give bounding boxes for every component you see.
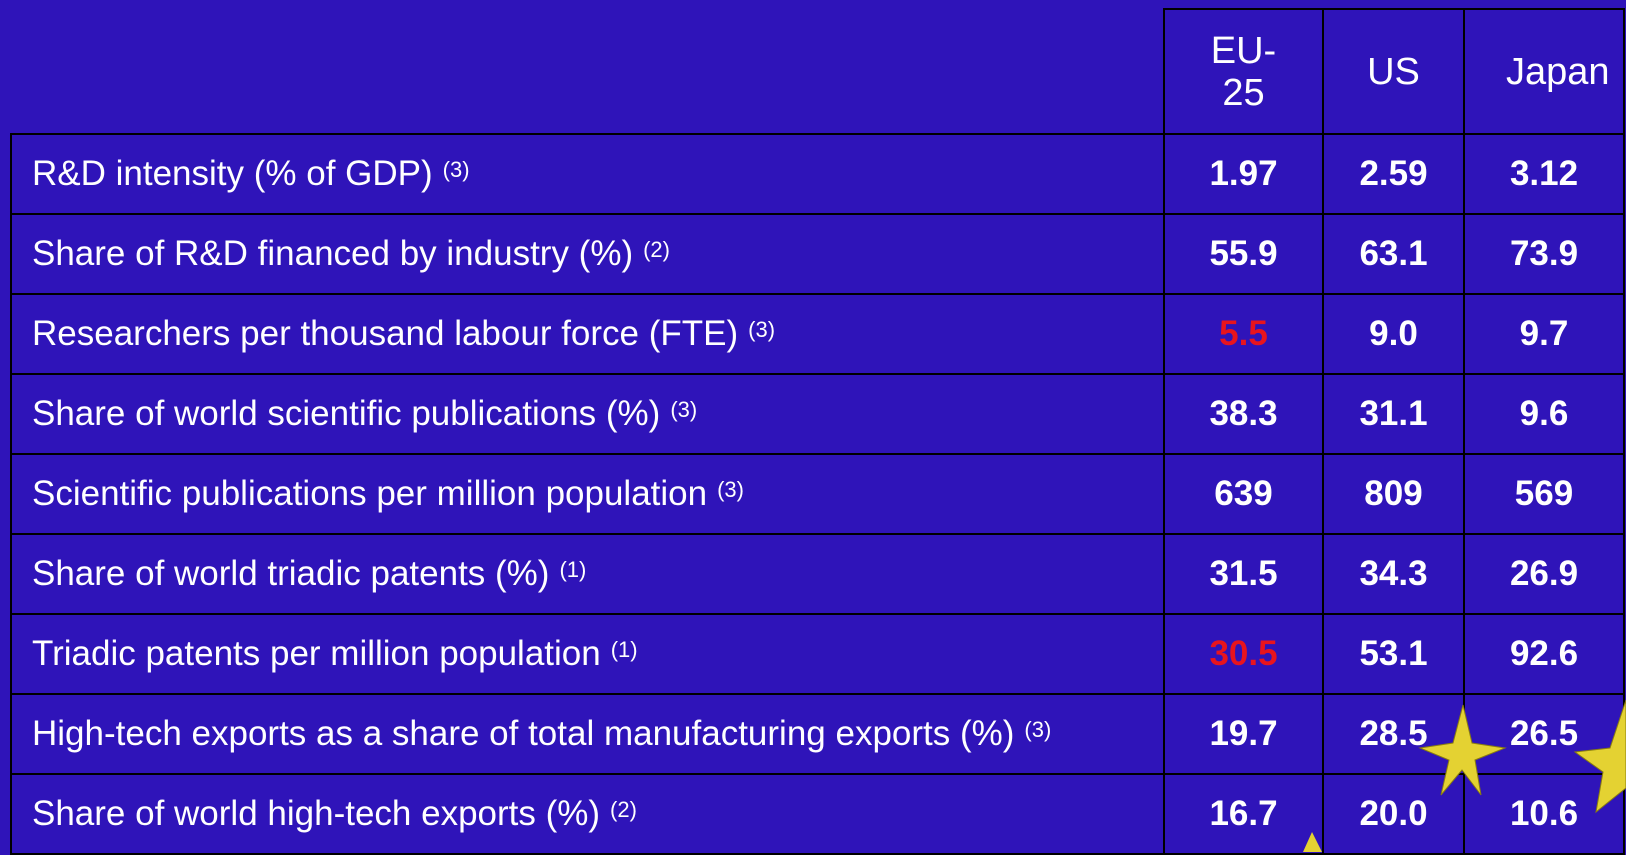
- label-text: Scientific publications per million popu…: [32, 474, 708, 513]
- value-cell: 26.5: [1463, 693, 1625, 775]
- row-label: Share of world triadic patents (%) (1): [10, 533, 1165, 615]
- value-cell: 34.3: [1322, 533, 1465, 615]
- row-label: High-tech exports as a share of total ma…: [10, 693, 1165, 775]
- footnote-ref: (3): [442, 157, 470, 182]
- label-text: Share of world triadic patents (%): [32, 554, 550, 593]
- footnote-ref: (3): [670, 397, 698, 422]
- column-header-text: US: [1367, 50, 1420, 93]
- label-text: Share of R&D financed by industry (%): [32, 234, 634, 273]
- row-label: Share of world high-tech exports (%) (2): [10, 773, 1165, 855]
- value-cell: 9.0: [1322, 293, 1465, 375]
- value-cell: 9.7: [1463, 293, 1625, 375]
- value-cell: 20.0: [1322, 773, 1465, 855]
- footnote-ref: (3): [1024, 717, 1052, 742]
- value-cell: 9.6: [1463, 373, 1625, 455]
- value-cell: 3.12: [1463, 133, 1625, 215]
- column-header: Japan: [1463, 8, 1625, 135]
- value-cell: 73.9: [1463, 213, 1625, 295]
- column-header: EU-25: [1163, 8, 1324, 135]
- value-cell: 28.5: [1322, 693, 1465, 775]
- footnote-ref: (3): [748, 317, 776, 342]
- label-text: Share of world high-tech exports (%): [32, 794, 601, 833]
- row-label: R&D intensity (% of GDP) (3): [10, 133, 1165, 215]
- row-label: Scientific publications per million popu…: [10, 453, 1165, 535]
- value-cell: 30.5: [1163, 613, 1324, 695]
- value-cell: 38.3: [1163, 373, 1324, 455]
- value-cell: 16.7: [1163, 773, 1324, 855]
- label-text: Share of world scientific publications (…: [32, 394, 661, 433]
- footnote-ref: (1): [610, 637, 638, 662]
- value-cell: 55.9: [1163, 213, 1324, 295]
- row-label: Share of world scientific publications (…: [10, 373, 1165, 455]
- row-label: Researchers per thousand labour force (F…: [10, 293, 1165, 375]
- value-cell: 5.5: [1163, 293, 1324, 375]
- column-header: US: [1322, 8, 1465, 135]
- label-text: Researchers per thousand labour force (F…: [32, 314, 739, 353]
- row-label: Share of R&D financed by industry (%) (2): [10, 213, 1165, 295]
- value-cell: 10.6: [1463, 773, 1625, 855]
- footnote-ref: (3): [717, 477, 744, 502]
- value-cell: 2.59: [1322, 133, 1465, 215]
- value-cell: 809: [1322, 453, 1465, 535]
- column-header-text: EU-25: [1210, 29, 1277, 114]
- footnote-ref: (1): [559, 557, 587, 582]
- value-cell: 19.7: [1163, 693, 1324, 775]
- value-cell: 569: [1463, 453, 1625, 535]
- label-text: R&D intensity (% of GDP): [32, 154, 433, 193]
- value-cell: 26.9: [1463, 533, 1625, 615]
- column-header-text: Japan: [1506, 50, 1610, 93]
- label-text: Triadic patents per million population: [32, 634, 601, 673]
- row-label: Triadic patents per million population (1…: [10, 613, 1165, 695]
- value-cell: 639: [1163, 453, 1324, 535]
- value-cell: 92.6: [1463, 613, 1625, 695]
- value-cell: 63.1: [1322, 213, 1465, 295]
- value-cell: 31.5: [1163, 533, 1324, 615]
- footnote-ref: (2): [610, 797, 637, 822]
- value-cell: 53.1: [1322, 613, 1465, 695]
- value-cell: 1.97: [1163, 133, 1324, 215]
- footnote-ref: (2): [643, 237, 670, 262]
- label-text: High-tech exports as a share of total ma…: [32, 714, 1015, 753]
- value-cell: 31.1: [1322, 373, 1465, 455]
